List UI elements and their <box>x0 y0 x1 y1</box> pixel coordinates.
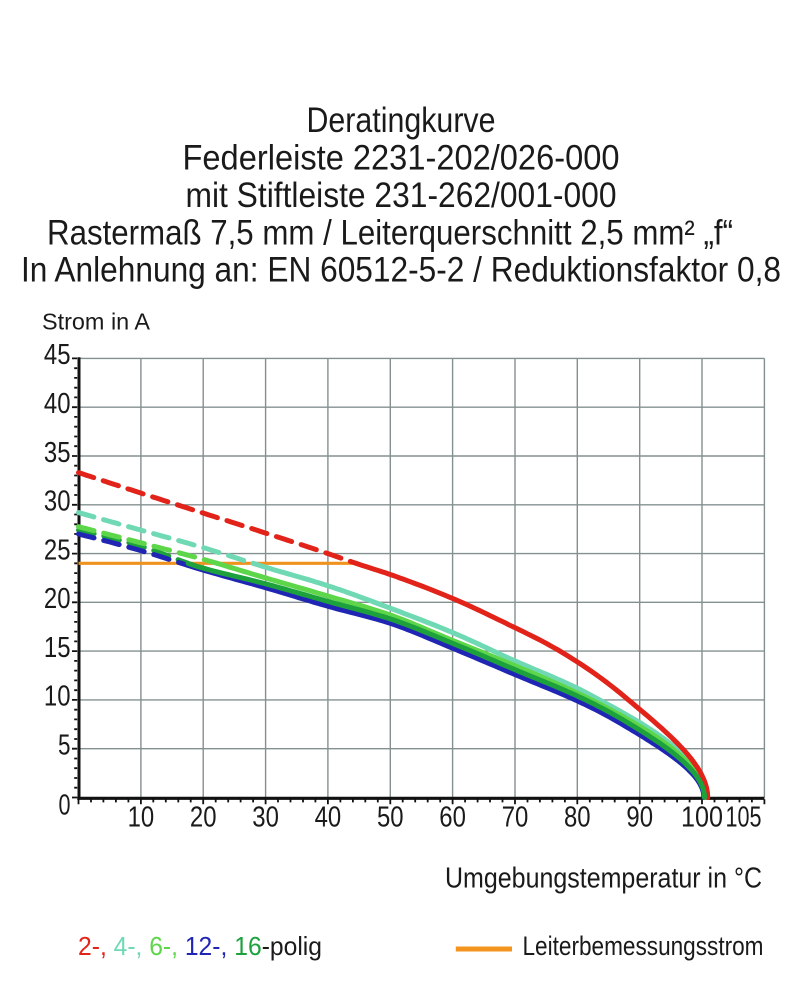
svg-text:100: 100 <box>681 802 723 834</box>
svg-text:30: 30 <box>44 486 71 518</box>
svg-text:50: 50 <box>377 802 404 834</box>
svg-text:10: 10 <box>44 681 71 713</box>
svg-text:6-,: 6-, <box>142 931 178 961</box>
svg-text:4-,: 4-, <box>107 931 143 961</box>
svg-text:25: 25 <box>44 534 71 566</box>
svg-text:-polig: -polig <box>262 931 322 961</box>
svg-text:Strom in A: Strom in A <box>42 309 150 335</box>
svg-text:15: 15 <box>44 632 71 664</box>
svg-text:80: 80 <box>564 802 591 834</box>
svg-text:Federleiste 2231-202/026-000: Federleiste 2231-202/026-000 <box>183 138 620 177</box>
svg-text:In Anlehnung an: EN 60512-5-2: In Anlehnung an: EN 60512-5-2 / Reduktio… <box>21 251 781 290</box>
svg-text:16: 16 <box>227 931 261 961</box>
svg-text:Deratingkurve: Deratingkurve <box>307 101 496 140</box>
svg-text:5: 5 <box>58 730 71 762</box>
svg-text:10: 10 <box>128 802 155 834</box>
svg-text:90: 90 <box>626 802 653 834</box>
svg-text:20: 20 <box>44 583 71 615</box>
svg-text:70: 70 <box>502 802 529 834</box>
svg-text:45: 45 <box>44 339 71 371</box>
svg-text:35: 35 <box>44 437 71 469</box>
svg-text:60: 60 <box>439 802 466 834</box>
svg-text:0: 0 <box>59 790 71 822</box>
svg-text:12-,: 12-, <box>178 931 227 961</box>
svg-text:40: 40 <box>44 388 71 420</box>
svg-text:Rastermaß 7,5 mm / Leiterquers: Rastermaß 7,5 mm / Leiterquerschnitt 2,5… <box>47 213 733 252</box>
svg-text:Leiterbemessungsstrom: Leiterbemessungsstrom <box>523 931 764 961</box>
svg-text:mit Stiftleiste 231-262/001-00: mit Stiftleiste 231-262/001-000 <box>186 176 617 215</box>
svg-text:30: 30 <box>252 802 279 834</box>
svg-text:105: 105 <box>726 802 762 834</box>
svg-text:40: 40 <box>315 802 342 834</box>
svg-text:2-,: 2-, <box>78 931 107 961</box>
svg-text:20: 20 <box>190 802 217 834</box>
svg-text:Umgebungstemperatur in °C: Umgebungstemperatur in °C <box>445 863 762 895</box>
